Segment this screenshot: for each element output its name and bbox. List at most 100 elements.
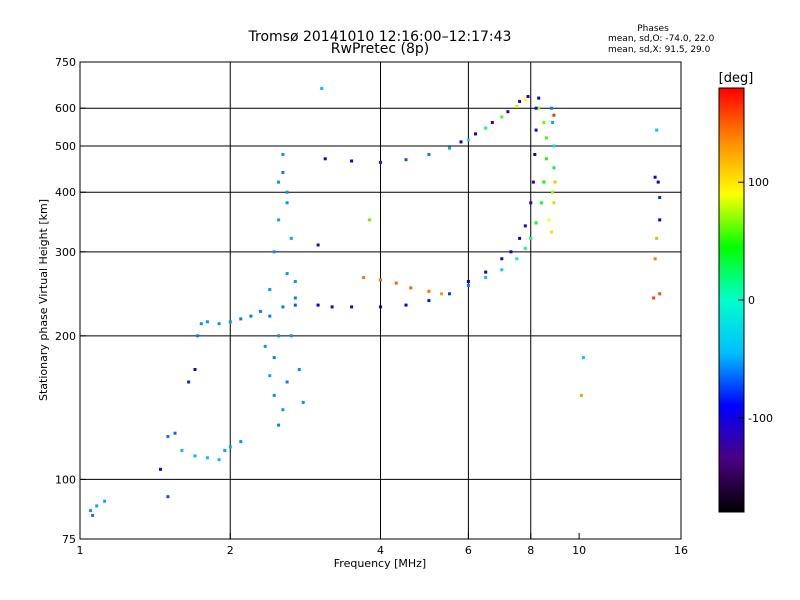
- data-point: [394, 281, 398, 285]
- data-point: [653, 175, 657, 179]
- data-point: [551, 121, 555, 124]
- x-tick-label: 8: [527, 544, 534, 557]
- data-point: [193, 454, 197, 458]
- y-tick-label: 300: [55, 246, 76, 259]
- data-point: [268, 314, 272, 318]
- data-point: [409, 286, 413, 290]
- data-point: [285, 190, 289, 194]
- data-point: [293, 296, 297, 300]
- x-tick-label: 4: [377, 544, 384, 557]
- data-point: [281, 153, 285, 156]
- data-point: [534, 106, 538, 110]
- data-point: [534, 128, 538, 132]
- data-point: [537, 96, 541, 100]
- data-point: [500, 268, 504, 272]
- data-point: [474, 132, 477, 136]
- data-point: [289, 236, 293, 240]
- data-point: [531, 180, 535, 184]
- data-point: [551, 190, 555, 194]
- data-point: [655, 236, 659, 240]
- data-point: [180, 449, 184, 452]
- data-point: [542, 121, 546, 124]
- data-point: [427, 289, 431, 293]
- data-point: [518, 99, 522, 103]
- chart-subtitle: RwPretec (8p): [331, 41, 429, 57]
- data-point: [656, 180, 660, 184]
- data-point: [268, 374, 272, 378]
- data-point: [427, 299, 431, 303]
- data-point: [330, 305, 334, 309]
- data-point: [466, 138, 470, 142]
- data-point: [427, 153, 431, 156]
- data-point: [552, 113, 556, 117]
- data-point: [89, 509, 93, 513]
- y-tick-label: 600: [55, 102, 76, 115]
- x-axis-label: Frequency [MHz]: [334, 557, 426, 570]
- data-point: [159, 467, 162, 471]
- data-point: [350, 305, 354, 309]
- data-point: [379, 278, 382, 282]
- data-point: [515, 257, 519, 261]
- data-point: [547, 218, 551, 222]
- data-point: [281, 305, 285, 309]
- data-point: [362, 276, 366, 279]
- data-point: [205, 456, 209, 460]
- data-point: [484, 270, 488, 274]
- phases-x-stats: mean, sd,X: 91.5, 29.0: [608, 45, 711, 55]
- data-point: [658, 196, 662, 199]
- data-point: [448, 292, 451, 296]
- data-point: [277, 218, 281, 222]
- data-point: [228, 320, 232, 324]
- data-point: [239, 317, 243, 321]
- data-point: [652, 296, 656, 300]
- data-point: [285, 201, 289, 205]
- y-tick-label: 75: [62, 533, 76, 546]
- data-point: [196, 334, 200, 338]
- data-point: [533, 153, 537, 156]
- data-point: [544, 136, 548, 140]
- chart-title: Tromsø 20141010 12:16:00–12:17:43: [248, 29, 512, 45]
- data-point: [500, 115, 504, 119]
- data-point: [484, 126, 488, 130]
- x-tick-label: 10: [572, 544, 586, 557]
- data-point: [466, 280, 470, 283]
- colorbar-label: [deg]: [719, 71, 754, 86]
- data-point: [272, 250, 276, 254]
- data-point: [506, 110, 510, 114]
- data-point: [316, 303, 320, 307]
- data-point: [350, 159, 354, 163]
- data-point: [379, 160, 382, 164]
- data-point: [534, 221, 538, 225]
- data-point: [320, 87, 324, 90]
- data-point: [293, 303, 297, 307]
- colorbar-tick-label: -100: [748, 412, 773, 425]
- data-point: [466, 284, 470, 287]
- data-point: [529, 236, 533, 240]
- data-point: [289, 334, 293, 338]
- data-point: [490, 121, 494, 124]
- data-point: [285, 380, 289, 384]
- data-point: [509, 250, 513, 254]
- data-point: [404, 303, 408, 307]
- data-point: [166, 495, 170, 499]
- x-tick-label: 2: [227, 544, 234, 557]
- data-point: [655, 128, 659, 132]
- phases-heading: Phases: [637, 24, 669, 34]
- data-point: [277, 334, 281, 338]
- data-point: [281, 408, 285, 412]
- data-point: [552, 201, 556, 205]
- data-point: [537, 106, 541, 110]
- data-point: [277, 423, 281, 427]
- data-point: [297, 368, 301, 371]
- y-axis-label: Stationary phase Virtual Height [km]: [37, 199, 50, 401]
- data-point: [539, 201, 543, 205]
- x-tick-label: 6: [465, 544, 472, 557]
- y-tick-label: 100: [55, 473, 76, 486]
- data-point: [549, 106, 553, 110]
- data-point: [95, 504, 99, 508]
- data-point: [173, 431, 177, 435]
- data-point: [228, 445, 232, 449]
- data-point: [293, 280, 297, 283]
- data-point: [217, 458, 221, 462]
